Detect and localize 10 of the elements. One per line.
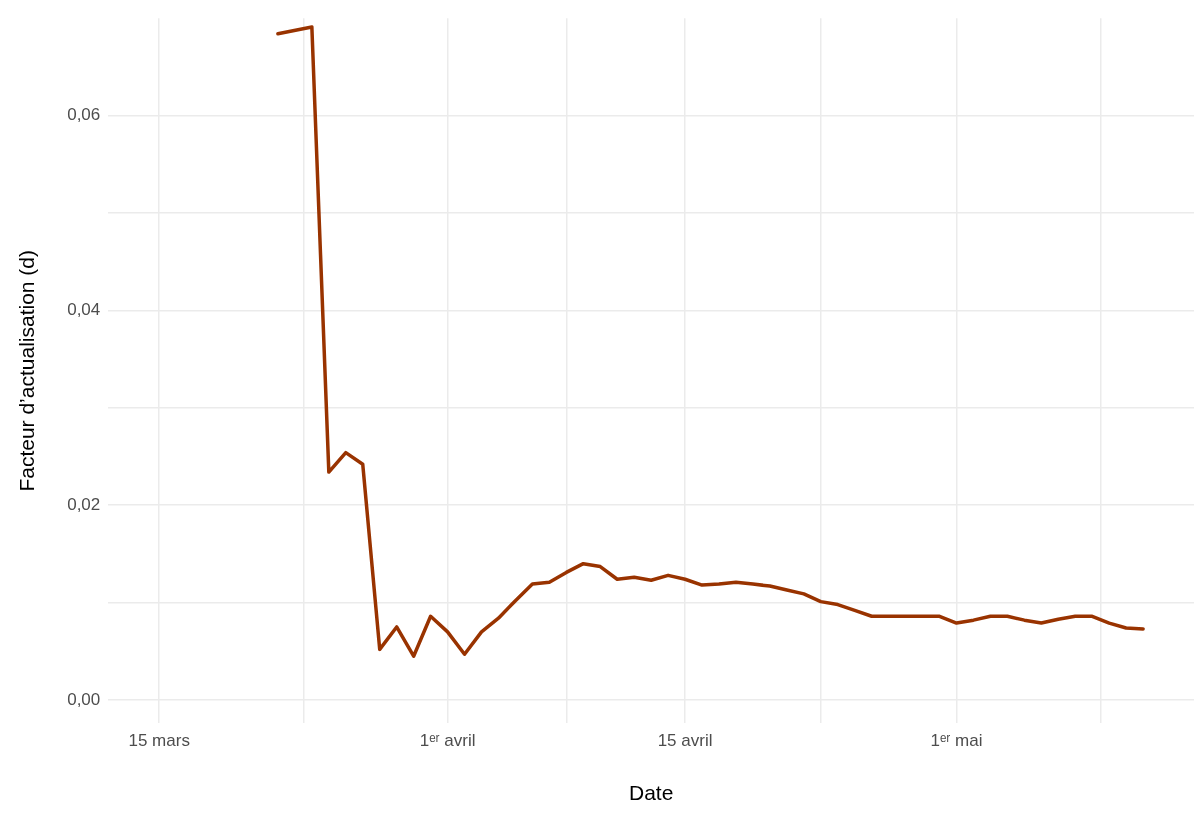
x-tick-label: 1ᵉʳ mai bbox=[930, 731, 983, 751]
y-tick-label: 0,04 bbox=[67, 300, 101, 320]
x-axis-title: Date bbox=[628, 781, 674, 805]
x-tick-label: 15 mars bbox=[128, 731, 190, 751]
y-tick-label: 0,06 bbox=[67, 105, 101, 125]
y-tick-label: 0,02 bbox=[67, 494, 101, 514]
y-axis-title: Facteur d’actualisation (d) bbox=[15, 249, 39, 492]
x-tick-label: 1ᵉʳ avril bbox=[419, 731, 476, 751]
y-tick-label: 0,00 bbox=[67, 689, 101, 709]
x-tick-label: 15 avril bbox=[657, 731, 713, 751]
